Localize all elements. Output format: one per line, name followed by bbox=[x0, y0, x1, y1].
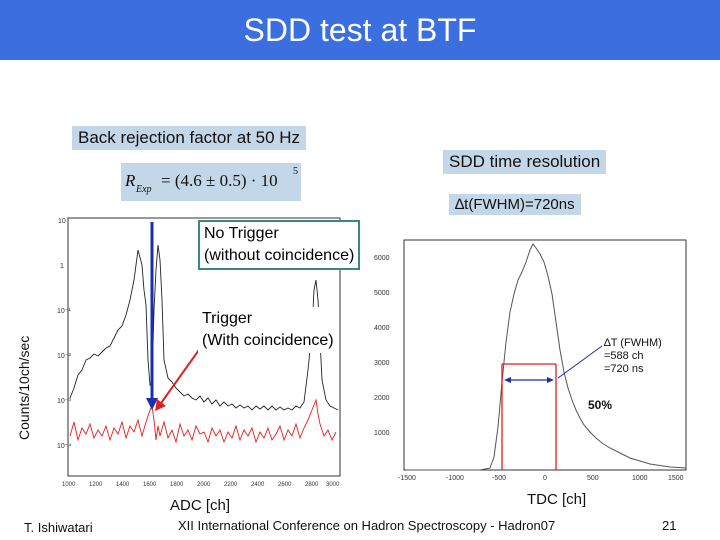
slide-title: SDD test at BTF bbox=[243, 12, 477, 48]
no-trigger-line2: (without coincidence) bbox=[204, 247, 355, 264]
dt-annotation-2: =588 ch bbox=[604, 350, 643, 362]
annotation-pointer bbox=[557, 345, 603, 379]
left-xtick-9: 2800 bbox=[305, 482, 319, 488]
no-trigger-callout: No Trigger (without coincidence) bbox=[198, 220, 361, 270]
title-bar bbox=[0, 0, 720, 60]
tdc-time-plot: 6000 5000 4000 3000 2000 1000 -1500 -100… bbox=[374, 239, 687, 482]
left-y-axis-label: Counts/10ch/sec bbox=[16, 335, 32, 440]
left-xtick-5: 2000 bbox=[197, 482, 211, 488]
tdc-histogram bbox=[406, 243, 687, 471]
formula-body: = (4.6 ± 0.5) · 10 bbox=[161, 171, 278, 190]
right-xtick-2: -500 bbox=[492, 475, 506, 482]
right-ytick-4: 2000 bbox=[374, 395, 390, 402]
left-xtick-7: 2400 bbox=[251, 482, 265, 488]
left-xtick-3: 1600 bbox=[143, 482, 157, 488]
red-arrowhead bbox=[155, 399, 166, 411]
left-ytick-2: 10⁻¹ bbox=[57, 308, 71, 315]
right-ytick-0: 6000 bbox=[374, 255, 390, 262]
page-number: 21 bbox=[662, 518, 677, 533]
dt-annotation-1: ∆T (FWHM) bbox=[604, 337, 662, 349]
right-xtick-6: 1500 bbox=[668, 475, 684, 482]
left-ytick-4: 10⁻³ bbox=[57, 398, 71, 405]
left-ytick-0: 10 bbox=[58, 218, 66, 225]
no-trigger-line1: No Trigger bbox=[204, 225, 279, 242]
left-xtick-8: 2600 bbox=[278, 482, 292, 488]
right-xtick-1: -1000 bbox=[446, 475, 464, 482]
right-xtick-5: 1000 bbox=[632, 475, 648, 482]
back-rejection-box: Back rejection factor at 50 Hz bbox=[72, 126, 307, 150]
left-x-axis-label: ADC [ch] bbox=[170, 497, 231, 514]
trigger-line1: Trigger bbox=[202, 310, 253, 327]
right-xtick-3: 0 bbox=[543, 475, 547, 482]
formula-exp: 5 bbox=[293, 166, 298, 177]
left-ytick-3: 10⁻² bbox=[57, 353, 71, 360]
trigger-histogram bbox=[69, 398, 337, 444]
formula-r: R bbox=[125, 171, 136, 190]
formula-box: R Exp = (4.6 ± 0.5) · 10 5 bbox=[121, 163, 301, 201]
dt-annotation-3: =720 ns bbox=[604, 363, 644, 375]
left-xtick-0: 1000 bbox=[62, 482, 76, 488]
right-ytick-5: 1000 bbox=[374, 430, 390, 437]
left-ytick-5: 10⁻⁴ bbox=[57, 443, 72, 450]
fifty-percent-label: 50% bbox=[588, 398, 612, 412]
right-ytick-3: 3000 bbox=[374, 360, 390, 367]
right-x-axis-label: TDC [ch] bbox=[527, 491, 587, 508]
no-trigger-histogram bbox=[69, 244, 339, 411]
blue-arrowhead bbox=[146, 398, 158, 410]
left-xtick-10: 3000 bbox=[326, 482, 340, 488]
formula-sub: Exp bbox=[136, 184, 152, 195]
trigger-line2: (With coincidence) bbox=[202, 332, 334, 349]
footer-conference: XII International Conference on Hadron S… bbox=[178, 518, 556, 533]
left-xtick-4: 1800 bbox=[170, 482, 184, 488]
left-xtick-1: 1200 bbox=[89, 482, 103, 488]
right-ytick-2: 4000 bbox=[374, 325, 390, 332]
right-xtick-4: 500 bbox=[587, 475, 599, 482]
time-res-box: SDD time resolution bbox=[443, 150, 607, 174]
left-xtick-2: 1400 bbox=[116, 482, 130, 488]
trigger-callout: Trigger (With coincidence) bbox=[198, 307, 338, 353]
left-xtick-6: 2200 bbox=[224, 482, 238, 488]
footer-author: T. Ishiwatari bbox=[24, 520, 93, 535]
right-xtick-0: -1500 bbox=[398, 475, 416, 482]
left-ytick-1: 1 bbox=[60, 263, 64, 270]
time-res-value: ∆t(FWHM)=720ns bbox=[449, 194, 581, 215]
right-ytick-1: 5000 bbox=[374, 290, 390, 297]
